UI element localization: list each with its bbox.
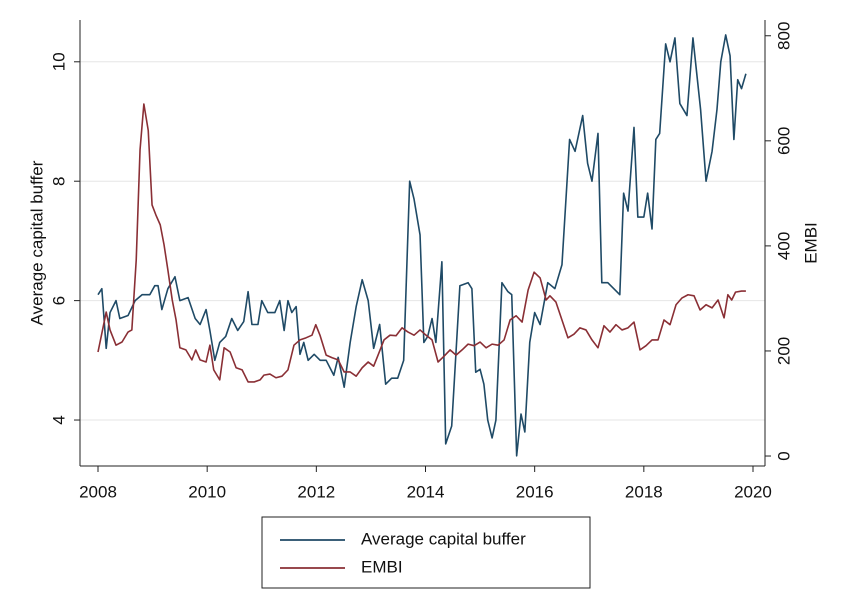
legend [261, 516, 591, 589]
series-line [97, 34, 747, 457]
y2-tick-label: 200 [774, 337, 793, 365]
x-tick-label: 2012 [297, 482, 335, 501]
series-line [97, 103, 746, 383]
x-tick-label: 2018 [625, 482, 663, 501]
y2-axis-title: EMBI [801, 222, 820, 264]
y2-tick-label: 0 [774, 451, 793, 460]
y-tick-label: 4 [49, 415, 68, 424]
y2-tick-label: 400 [774, 232, 793, 260]
x-tick-label: 2010 [188, 482, 226, 501]
y-tick-label: 6 [49, 296, 68, 305]
y-tick-label: 10 [49, 52, 68, 71]
x-tick-label: 2016 [516, 482, 554, 501]
x-tick-label: 2008 [79, 482, 117, 501]
legend-label: EMBI [361, 557, 403, 576]
x-tick-label: 2020 [734, 482, 772, 501]
y2-tick-label: 600 [774, 127, 793, 155]
y2-tick-label: 800 [774, 22, 793, 50]
y-axis-title: Average capital buffer [27, 160, 46, 325]
legend-label: Average capital buffer [361, 529, 526, 548]
y-tick-label: 8 [49, 176, 68, 185]
x-tick-label: 2014 [407, 482, 445, 501]
